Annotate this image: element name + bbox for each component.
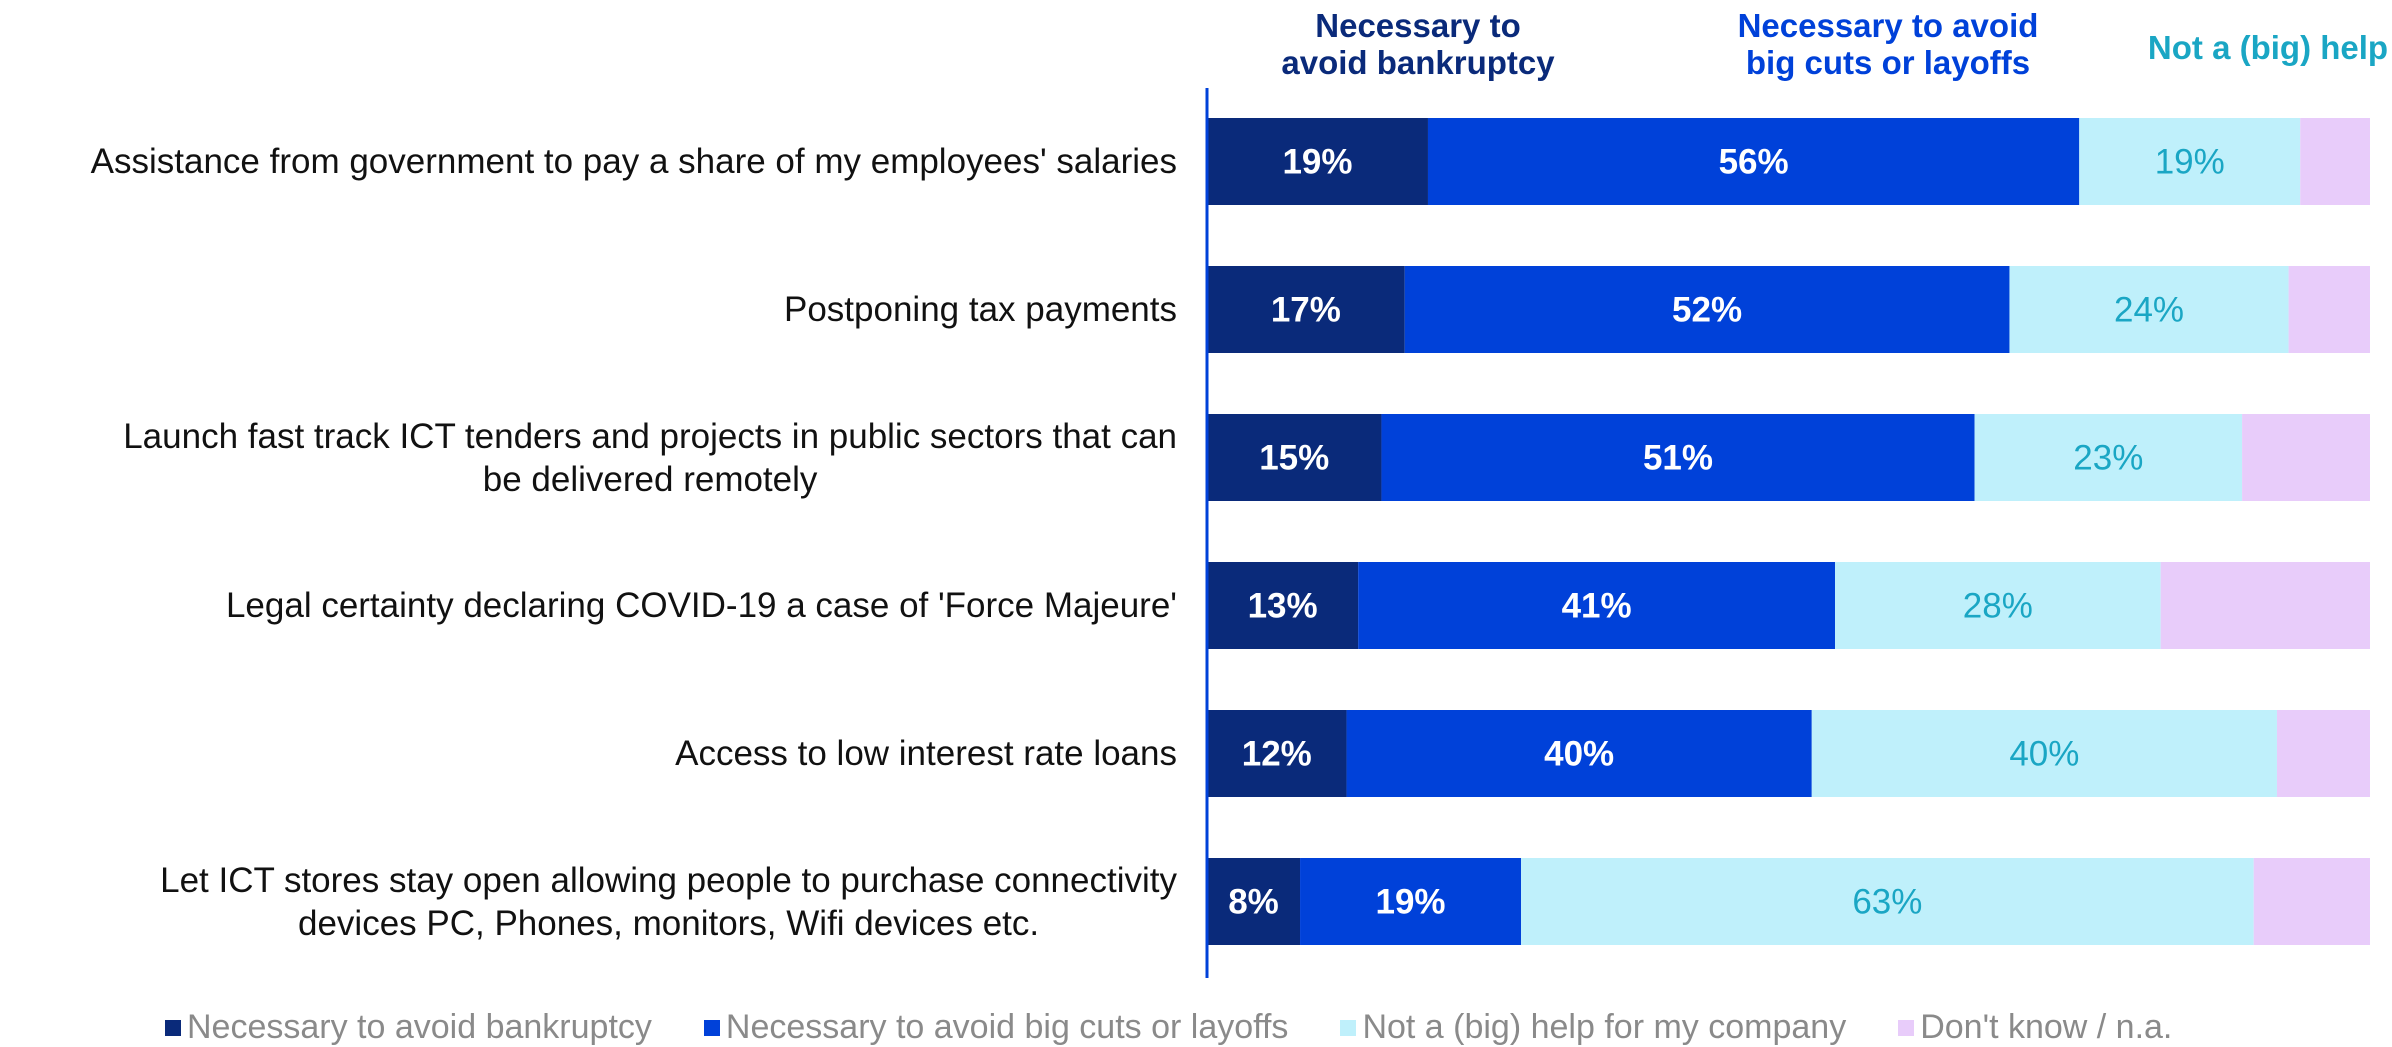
bar-segment-row5-series3 — [1811, 710, 2277, 797]
category-label: Postponing tax payments — [783, 290, 1177, 329]
column-header: Necessary to avoid bankruptcy — [1281, 7, 1555, 81]
data-label-row1-series2: 56% — [1719, 143, 1789, 182]
bar-segment-row3-series1 — [1207, 414, 1382, 501]
data-label-row5-series3: 40% — [2009, 735, 2079, 774]
category-label: Access to low interest rate loans — [675, 734, 1177, 773]
bar-segment-row5-series2 — [1346, 710, 1812, 797]
data-label-row6-series3: 63% — [1852, 883, 1922, 922]
category-label: Let ICT stores stay open allowing people… — [160, 860, 1177, 943]
bar-segment-row2-series3 — [2009, 266, 2289, 353]
bar-segment-row1-series1 — [1207, 118, 1428, 205]
legend-label: Necessary to avoid bankruptcy — [187, 1008, 652, 1046]
legend-item: Not a (big) help for my company — [1340, 1008, 1846, 1047]
category-label: Assistance from government to pay a shar… — [90, 142, 1177, 181]
data-label-row5-series1: 12% — [1242, 735, 1312, 774]
data-label-row1-series1: 19% — [1282, 143, 1352, 182]
category-label: Legal certainty declaring COVID-19 a cas… — [225, 586, 1177, 625]
data-label-row4-series3: 28% — [1963, 587, 2033, 626]
bar-segment-row6-series3 — [1521, 858, 2254, 945]
bar-segment-row4-series1 — [1207, 562, 1359, 649]
chart-legend: Necessary to avoid bankruptcy Necessary t… — [165, 1008, 2172, 1047]
bar-segment-row1-series4 — [2300, 118, 2370, 205]
bar-segment-row3-series3 — [1974, 414, 2243, 501]
bar-segment-row4-series2 — [1358, 562, 1836, 649]
data-label-row3-series3: 23% — [2073, 439, 2143, 478]
legend-item: Necessary to avoid bankruptcy — [165, 1008, 652, 1047]
bar-segment-row6-series4 — [2253, 858, 2370, 945]
legend-item: Necessary to avoid big cuts or layoffs — [703, 1008, 1289, 1047]
legend-swatch — [1898, 1019, 1915, 1036]
bar-segment-row4-series4 — [2160, 562, 2370, 649]
legend-swatch — [703, 1019, 720, 1036]
bar-segment-row3-series4 — [2242, 414, 2370, 501]
legend-swatch — [1340, 1019, 1357, 1036]
bar-segment-row2-series2 — [1404, 266, 2010, 353]
legend-swatch — [165, 1019, 181, 1036]
data-label-row4-series2: 41% — [1562, 587, 1632, 626]
column-header: Not a (big) help — [2147, 29, 2389, 66]
bar-segment-row4-series3 — [1835, 562, 2161, 649]
legend-label: Don't know / n.a. — [1920, 1008, 2173, 1046]
bar-segment-row5-series1 — [1207, 710, 1347, 797]
bar-segment-row2-series1 — [1207, 266, 1405, 353]
data-label-row4-series1: 13% — [1248, 587, 1318, 626]
data-label-row2-series3: 24% — [2114, 291, 2184, 330]
data-label-row6-series1: 8% — [1228, 883, 1279, 922]
column-header: Necessary to avoid big cuts or layoffs — [1737, 7, 2039, 81]
category-label: Launch fast track ICT tenders and projec… — [123, 416, 1177, 499]
bar-segment-row1-series2 — [1427, 118, 2080, 205]
data-label-row1-series3: 19% — [2155, 143, 2225, 182]
legend-item: Don't know / n.a. — [1898, 1008, 2172, 1047]
bar-segment-row6-series1 — [1207, 858, 1301, 945]
legend-label: Necessary to avoid big cuts or layoffs — [725, 1008, 1289, 1046]
bar-segment-row5-series4 — [2276, 710, 2370, 797]
data-label-row2-series2: 52% — [1672, 291, 1742, 330]
data-label-row3-series2: 51% — [1643, 439, 1713, 478]
legend-label: Not a (big) help for my company — [1362, 1008, 1847, 1046]
data-label-row2-series1: 17% — [1271, 291, 1341, 330]
data-label-row3-series1: 15% — [1259, 439, 1329, 478]
data-label-row6-series2: 19% — [1375, 883, 1445, 922]
bar-segment-row3-series2 — [1381, 414, 1975, 501]
bar-segment-row2-series4 — [2288, 266, 2370, 353]
bar-segment-row1-series3 — [2079, 118, 2301, 205]
bar-segment-row6-series2 — [1300, 858, 1522, 945]
data-label-row5-series2: 40% — [1544, 735, 1614, 774]
